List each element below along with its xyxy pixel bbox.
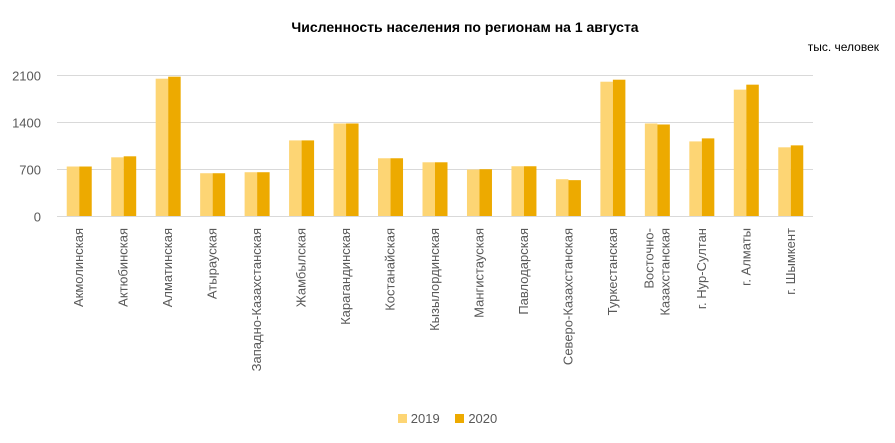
bar-2020 [568, 180, 581, 216]
bar-2020 [123, 156, 137, 216]
x-tick-label: Кызылординская [427, 228, 442, 331]
legend: 2019 2020 [0, 411, 895, 426]
chart-title: Численность населения по регионам на 1 а… [291, 19, 639, 35]
legend-label: 2020 [468, 411, 498, 426]
bar-2019 [600, 81, 613, 216]
x-tick-label: Костанайская [383, 228, 398, 311]
legend-item-2019: 2019 [397, 411, 440, 426]
y-tick-label: 2100 [12, 69, 41, 84]
x-tick-label: Актюбинская [116, 228, 131, 307]
x-tick-label: Алматинская [160, 228, 175, 307]
x-tick-label: Жамбылская [294, 228, 309, 307]
bar-2019 [511, 166, 524, 216]
bar-2019 [778, 147, 791, 216]
bar-2020 [346, 123, 359, 216]
x-tick-label: Северо-Казахстанская [560, 228, 575, 365]
bar-2019 [378, 158, 391, 216]
x-tick-label: Атырауская [205, 228, 220, 299]
bar-2020 [301, 140, 315, 216]
bar-2020 [657, 124, 670, 216]
legend-item-2020: 2020 [455, 411, 497, 426]
legend-label: 2019 [410, 411, 440, 426]
x-tick-label: Туркестанская [605, 228, 620, 315]
bar-2020 [168, 76, 181, 216]
bar-2019 [200, 173, 213, 216]
bar-2019 [66, 166, 80, 216]
bar-2020 [212, 173, 226, 216]
bar-2019 [289, 140, 302, 216]
bar-2020 [479, 169, 492, 216]
y-tick-label: 0 [34, 210, 41, 225]
bar-2020 [523, 166, 537, 216]
bar-2019 [422, 162, 435, 216]
bar-2019 [555, 179, 569, 216]
bar-2020 [435, 162, 448, 216]
bar-2019 [155, 78, 169, 216]
bar-2020 [701, 138, 715, 216]
bar-2020 [746, 84, 759, 216]
bar-2019 [733, 89, 747, 216]
bar-2019 [644, 123, 658, 216]
unit-label: тыс. человек [807, 40, 879, 54]
bar-2020 [79, 166, 92, 216]
bar-2020 [390, 158, 404, 216]
bar-2019 [466, 169, 480, 216]
bar-2020 [790, 145, 804, 216]
x-tick-label: г. Алматы [738, 228, 753, 286]
legend-swatch [397, 414, 407, 423]
y-tick-label: 1400 [12, 116, 41, 131]
bar-2019 [689, 141, 702, 216]
bar-2019 [111, 157, 124, 216]
x-tick-label: Восточно-Казахстанская [641, 228, 672, 316]
x-tick-label: Павлодарская [516, 228, 531, 315]
x-tick-label: г. Нур-Султан [694, 228, 709, 309]
x-tick-label: Акмолинская [71, 228, 86, 307]
x-tick-label: Карагандинская [338, 228, 353, 325]
x-tick-label: Западно-Казахстанская [249, 228, 264, 371]
bar-2020 [257, 172, 270, 216]
legend-swatch [455, 414, 465, 423]
bar-2020 [612, 79, 626, 216]
x-tick-label: г. Шымкент [783, 228, 798, 295]
y-tick-label: 700 [19, 163, 41, 178]
bar-2019 [333, 123, 347, 216]
x-tick-label: Мангистауская [471, 228, 486, 318]
bar-2019 [244, 172, 258, 216]
